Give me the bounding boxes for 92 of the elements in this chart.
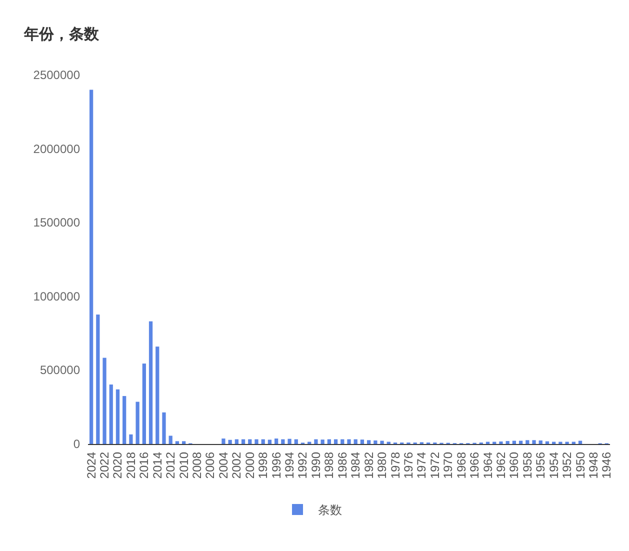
bar (499, 441, 503, 444)
x-tick-label: 1948 (586, 452, 600, 479)
x-tick-label: 1980 (375, 452, 390, 479)
bar (314, 439, 318, 444)
bar (367, 440, 371, 444)
bar (340, 439, 344, 444)
bar (175, 441, 180, 444)
bar (320, 440, 324, 444)
x-tick-label: 2012 (164, 452, 178, 479)
bar (327, 439, 331, 444)
x-tick-label: 1982 (362, 452, 376, 479)
bar (347, 439, 351, 444)
bar (241, 439, 246, 444)
bar (182, 441, 186, 444)
bar (148, 321, 153, 444)
y-tick-label: 0 (73, 437, 80, 451)
bar (268, 440, 272, 444)
x-tick-label: 2020 (110, 452, 125, 479)
x-tick-label: 1954 (546, 452, 561, 479)
y-tick-label: 500000 (40, 363, 80, 378)
bar (222, 438, 226, 444)
x-tick-label: 1990 (308, 452, 323, 479)
x-tick-label: 1960 (507, 452, 522, 479)
chart-title: 年份，条数 (23, 26, 100, 43)
x-tick-label: 1992 (296, 452, 310, 479)
x-tick-label: 2004 (216, 452, 230, 479)
x-tick-label: 1962 (494, 452, 508, 479)
bar (234, 439, 238, 444)
bar (116, 389, 120, 444)
x-tick-label: 2002 (230, 452, 244, 479)
x-tick-label: 1964 (480, 452, 495, 479)
bar (248, 439, 252, 444)
bar (374, 440, 378, 444)
bar (506, 441, 510, 444)
x-tick-label: 1970 (441, 452, 456, 479)
x-tick-label: 1950 (573, 452, 588, 479)
y-tick-label: 1000000 (33, 289, 80, 304)
bar (545, 441, 550, 444)
bar (274, 438, 278, 444)
x-tick-label: 2024 (84, 452, 98, 479)
bar (532, 440, 536, 444)
bar (334, 439, 338, 444)
bar (538, 440, 542, 444)
y-tick-label: 1500000 (33, 216, 80, 230)
bar (526, 440, 530, 444)
x-tick-label: 2022 (98, 452, 112, 479)
x-tick-label: 1946 (600, 452, 614, 479)
legend-label: 条数 (318, 503, 342, 517)
bar (162, 412, 166, 444)
x-tick-label: 1958 (520, 452, 534, 479)
x-tick-label: 1978 (388, 452, 402, 479)
bar (360, 440, 364, 444)
bar (228, 440, 232, 444)
x-tick-label: 1976 (401, 452, 416, 479)
x-tick-label: 1988 (322, 452, 336, 479)
bar (129, 434, 133, 444)
x-tick-label: 1952 (560, 452, 574, 479)
bar (142, 364, 146, 444)
bar (294, 439, 298, 444)
x-tick-label: 2000 (242, 452, 257, 479)
x-tick-label: 1974 (414, 452, 429, 479)
x-tick-label: 2006 (203, 452, 218, 479)
x-tick-label: 1994 (282, 452, 297, 479)
bar (168, 436, 172, 444)
x-tick-label: 1986 (335, 452, 350, 479)
bar (380, 440, 384, 444)
bar (122, 396, 126, 444)
x-tick-label: 2014 (150, 452, 164, 479)
x-tick-label: 1984 (348, 452, 363, 479)
x-tick-label: 1996 (269, 452, 284, 479)
bar (281, 439, 285, 444)
y-tick-label: 2000000 (33, 142, 80, 156)
bar (288, 438, 292, 444)
x-tick-label: 2008 (190, 452, 204, 479)
x-tick-label: 2016 (137, 452, 152, 479)
x-tick-label: 2010 (176, 452, 191, 479)
bar (136, 402, 140, 444)
bar (109, 384, 113, 444)
x-tick-label: 1972 (428, 452, 442, 479)
bar (89, 90, 94, 444)
x-tick-label: 1966 (468, 452, 482, 479)
y-tick-label: 2500000 (33, 68, 80, 82)
bar (102, 358, 106, 444)
x-tick-label: 2018 (124, 452, 138, 479)
x-tick-label: 1968 (454, 452, 468, 479)
bar (96, 314, 100, 444)
x-tick-label: 1956 (534, 452, 548, 479)
bar (261, 439, 265, 444)
bar (354, 439, 358, 444)
bar (156, 346, 160, 444)
bar (254, 439, 258, 444)
x-tick-label: 1998 (256, 452, 270, 479)
